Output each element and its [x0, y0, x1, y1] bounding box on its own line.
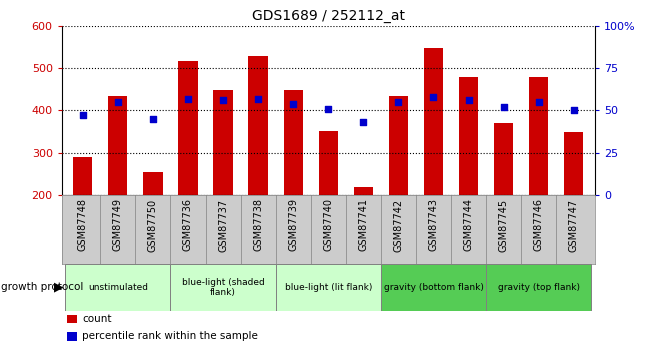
Text: GSM87738: GSM87738	[253, 198, 263, 252]
Text: GSM87740: GSM87740	[323, 198, 333, 252]
Text: count: count	[82, 314, 112, 324]
Point	[463, 98, 474, 103]
Text: GSM87742: GSM87742	[393, 198, 404, 252]
Text: GSM87744: GSM87744	[463, 198, 473, 252]
Point	[183, 96, 193, 101]
Title: GDS1689 / 252112_at: GDS1689 / 252112_at	[252, 9, 405, 23]
Point	[77, 113, 88, 118]
Bar	[143, 172, 162, 195]
Text: GSM87739: GSM87739	[288, 198, 298, 252]
Bar	[318, 131, 338, 195]
Point	[112, 99, 123, 105]
Bar	[213, 90, 233, 195]
Text: growth protocol: growth protocol	[1, 282, 83, 292]
Text: gravity (top flank): gravity (top flank)	[498, 283, 580, 292]
Text: blue-light (shaded
flank): blue-light (shaded flank)	[182, 277, 265, 297]
Text: GSM87737: GSM87737	[218, 198, 228, 252]
Bar	[354, 187, 373, 195]
Text: GSM87750: GSM87750	[148, 198, 158, 252]
Point	[288, 101, 298, 106]
Bar	[67, 315, 77, 323]
Text: blue-light (lit flank): blue-light (lit flank)	[285, 283, 372, 292]
Bar	[248, 56, 268, 195]
Point	[148, 116, 158, 122]
Bar	[459, 77, 478, 195]
Bar	[494, 123, 514, 195]
Text: percentile rank within the sample: percentile rank within the sample	[82, 332, 258, 341]
Point	[569, 108, 579, 113]
Text: GSM87736: GSM87736	[183, 198, 193, 252]
Bar	[178, 60, 198, 195]
Bar	[65, 264, 170, 310]
Text: GSM87743: GSM87743	[428, 198, 439, 252]
Point	[253, 96, 263, 101]
Bar	[564, 132, 583, 195]
Bar	[108, 96, 127, 195]
Text: GSM87749: GSM87749	[113, 198, 123, 252]
Bar	[276, 264, 381, 310]
Bar	[381, 264, 486, 310]
Bar	[486, 264, 592, 310]
Point	[218, 98, 228, 103]
Point	[393, 99, 404, 105]
Bar	[424, 48, 443, 195]
Point	[499, 104, 509, 110]
Point	[358, 119, 369, 125]
Bar	[170, 264, 276, 310]
Bar	[67, 332, 77, 341]
Text: gravity (bottom flank): gravity (bottom flank)	[384, 283, 484, 292]
Bar	[283, 90, 303, 195]
Text: ▶: ▶	[54, 281, 64, 294]
Point	[428, 94, 439, 100]
Bar	[73, 157, 92, 195]
Point	[323, 106, 333, 111]
Text: GSM87748: GSM87748	[78, 198, 88, 252]
Text: GSM87741: GSM87741	[358, 198, 369, 252]
Bar	[389, 96, 408, 195]
Text: GSM87747: GSM87747	[569, 198, 578, 252]
Text: unstimulated: unstimulated	[88, 283, 148, 292]
Text: GSM87746: GSM87746	[534, 198, 543, 252]
Bar	[529, 77, 549, 195]
Point	[534, 99, 544, 105]
Text: GSM87745: GSM87745	[499, 198, 508, 252]
